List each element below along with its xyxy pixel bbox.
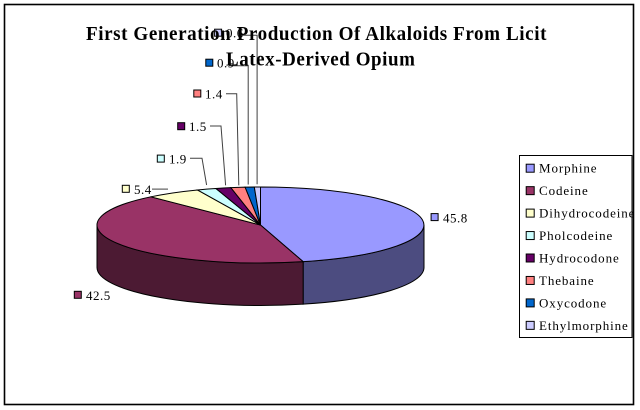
svg-text:Dihydrocodeine: Dihydrocodeine xyxy=(539,206,635,221)
svg-text:Latex-Derived Opium: Latex-Derived Opium xyxy=(226,49,416,71)
svg-text:Ethylmorphine: Ethylmorphine xyxy=(539,318,629,333)
svg-text:1.4: 1.4 xyxy=(205,87,223,102)
svg-text:Pholcodeine: Pholcodeine xyxy=(539,228,613,243)
svg-text:Hydrocodone: Hydrocodone xyxy=(539,251,620,266)
svg-text:Oxycodone: Oxycodone xyxy=(539,295,607,310)
svg-text:Morphine: Morphine xyxy=(539,161,597,176)
svg-text:First Generation Production Of: First Generation Production Of Alkaloids… xyxy=(86,23,547,45)
svg-text:42.5: 42.5 xyxy=(86,288,111,303)
svg-text:45.8: 45.8 xyxy=(443,211,468,226)
svg-text:5.4: 5.4 xyxy=(134,182,152,197)
svg-text:0.6: 0.6 xyxy=(226,26,244,41)
svg-text:1.9: 1.9 xyxy=(169,152,187,167)
svg-text:Codeine: Codeine xyxy=(539,183,589,198)
svg-text:Thebaine: Thebaine xyxy=(539,273,595,288)
svg-text:1.5: 1.5 xyxy=(189,119,207,134)
svg-text:0.9: 0.9 xyxy=(217,56,235,71)
